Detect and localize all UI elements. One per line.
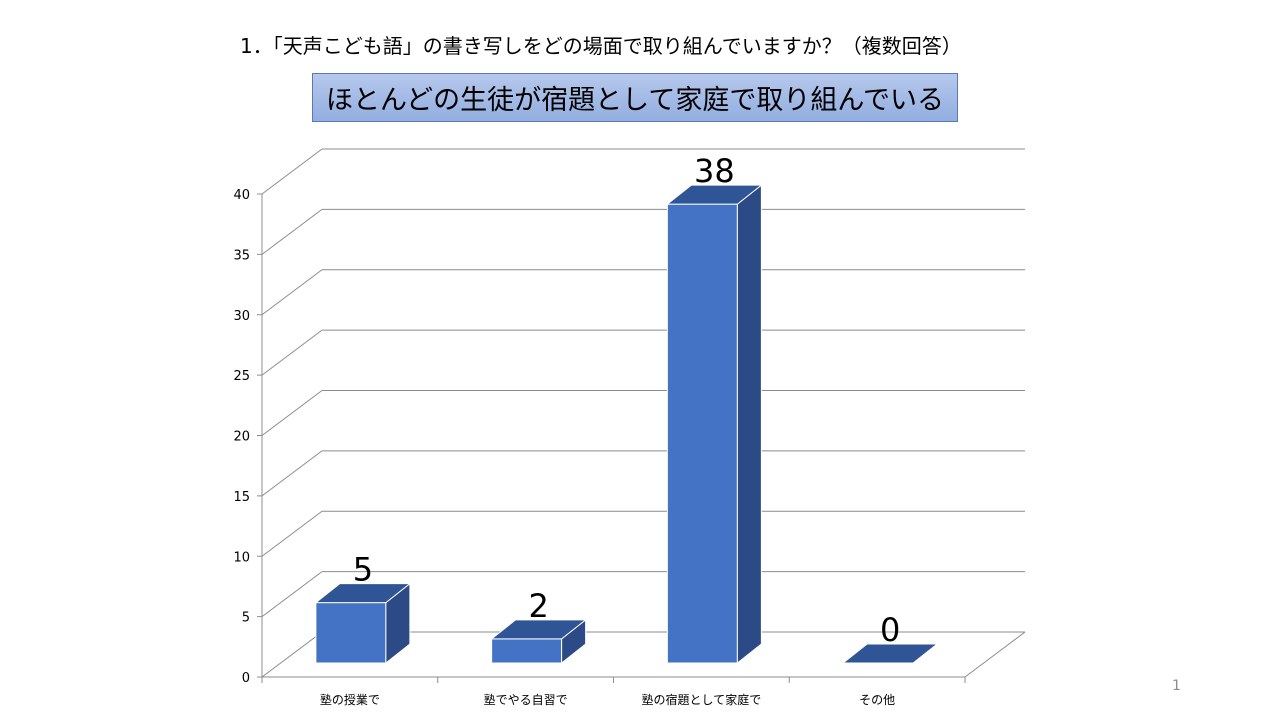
y-tick-label: 0 xyxy=(242,671,250,686)
x-tick-label: その他 xyxy=(859,693,895,707)
y-tick-label: 10 xyxy=(233,550,250,565)
page-number: 1 xyxy=(1172,678,1181,694)
floor-edge xyxy=(964,631,1026,678)
gridline-depth xyxy=(261,631,323,678)
bar-top xyxy=(490,619,588,640)
gridline-depth xyxy=(261,148,323,195)
gridline-depth xyxy=(261,390,323,436)
data-label: 0 xyxy=(880,611,900,649)
gridline-depth xyxy=(261,571,323,618)
gridline-depth xyxy=(261,450,323,497)
y-tick-label: 30 xyxy=(233,309,250,324)
question-title: 1．「天声こども語」の書き写しをどの場面で取り組んでいますか？（複数回答） xyxy=(240,34,962,58)
y-tick-label: 40 xyxy=(233,188,250,203)
data-label: 2 xyxy=(528,587,548,625)
summary-callout-text: ほとんどの生徒が宿題として家庭で取り組んでいる xyxy=(325,85,945,116)
x-tick-label: 塾でやる自習で xyxy=(484,692,568,707)
gridline-depth xyxy=(261,329,323,376)
gridline-depth xyxy=(261,208,323,255)
x-tick-label: 塾の宿題として家庭で xyxy=(642,692,762,707)
gridline-depth xyxy=(261,269,323,316)
data-label: 5 xyxy=(353,551,373,589)
bar xyxy=(315,602,387,664)
data-label: 38 xyxy=(694,152,735,190)
y-tick-label: 20 xyxy=(233,430,250,445)
bar-top xyxy=(314,583,412,604)
y-tick-label: 35 xyxy=(233,248,250,263)
y-tick-label: 5 xyxy=(242,611,250,626)
summary-callout: ほとんどの生徒が宿題として家庭で取り組んでいる xyxy=(312,73,958,122)
y-tick-label: 15 xyxy=(233,490,250,505)
x-tick-label: 塾の授業で xyxy=(320,692,380,707)
bar-top xyxy=(665,184,763,205)
y-tick-label: 25 xyxy=(233,369,250,384)
bar-top xyxy=(841,643,939,664)
bar xyxy=(666,203,738,664)
bar-side xyxy=(736,184,762,665)
bar xyxy=(491,638,563,664)
gridline-depth xyxy=(261,510,323,557)
